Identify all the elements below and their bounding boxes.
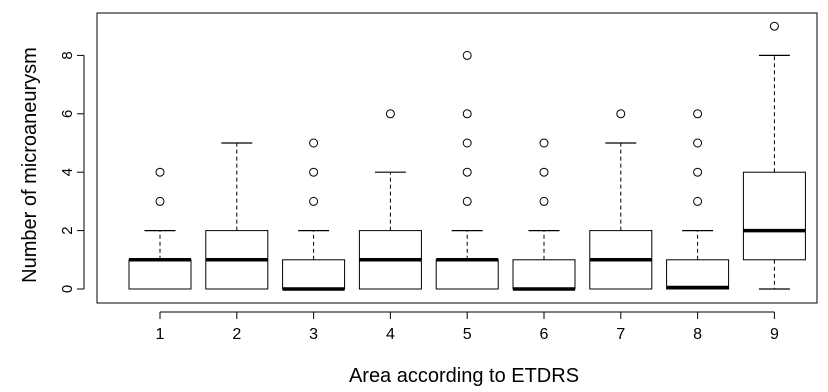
y-tick-label-2: 2 bbox=[59, 226, 76, 234]
box-8 bbox=[666, 259, 730, 290]
outlier-3-3 bbox=[309, 196, 319, 206]
x-tick-label-2: 2 bbox=[232, 326, 241, 343]
x-tick-label-6: 6 bbox=[540, 326, 549, 343]
plot-layer: 0 2 4 6 8 1 2 3 4 5 6 7 8 9 bbox=[59, 12, 818, 343]
outlier-7-6 bbox=[616, 109, 626, 119]
box-5 bbox=[435, 259, 499, 290]
outlier-5-5 bbox=[462, 138, 472, 148]
outlier-6-3 bbox=[539, 196, 549, 206]
outlier-5-4 bbox=[462, 167, 472, 177]
outlier-8-6 bbox=[693, 109, 703, 119]
y-tick-label-8: 8 bbox=[59, 51, 76, 59]
outlier-5-3 bbox=[462, 196, 472, 206]
outlier-5-8 bbox=[462, 50, 472, 60]
outlier-4-6 bbox=[385, 109, 395, 119]
box-6 bbox=[512, 259, 576, 290]
outlier-8-5 bbox=[693, 138, 703, 148]
box-3 bbox=[282, 259, 346, 290]
y-tick-label-6: 6 bbox=[59, 110, 76, 118]
x-tick-label-7: 7 bbox=[616, 326, 625, 343]
y-axis-title: Number of microaneurysm bbox=[19, 47, 41, 283]
x-tick-label-8: 8 bbox=[693, 326, 702, 343]
outlier-6-5 bbox=[539, 138, 549, 148]
x-tick-label-1: 1 bbox=[156, 326, 165, 343]
plot-frame bbox=[96, 12, 818, 304]
outlier-1-4 bbox=[155, 167, 165, 177]
box-1 bbox=[128, 259, 192, 290]
outlier-1-3 bbox=[155, 196, 165, 206]
x-tick-label-5: 5 bbox=[463, 326, 472, 343]
box-9 bbox=[742, 171, 806, 261]
outlier-6-4 bbox=[539, 167, 549, 177]
outlier-3-4 bbox=[309, 167, 319, 177]
outlier-3-5 bbox=[309, 138, 319, 148]
x-tick-label-4: 4 bbox=[386, 326, 395, 343]
x-tick-label-3: 3 bbox=[309, 326, 318, 343]
outlier-8-4 bbox=[693, 167, 703, 177]
outlier-5-6 bbox=[462, 109, 472, 119]
x-axis-title: Area according to ETDRS bbox=[349, 365, 579, 387]
y-tick-label-0: 0 bbox=[59, 285, 76, 293]
outlier-8-3 bbox=[693, 196, 703, 206]
x-tick-label-9: 9 bbox=[770, 326, 779, 343]
outlier-9-9 bbox=[769, 21, 779, 31]
y-tick-label-4: 4 bbox=[59, 168, 76, 176]
